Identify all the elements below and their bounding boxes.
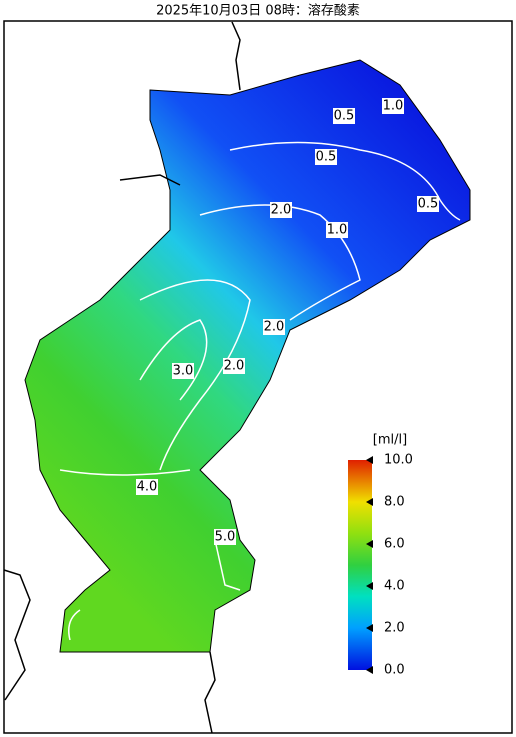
contour-line	[139, 319, 208, 401]
colorbar-tick	[366, 624, 373, 632]
contour-label-bg	[223, 358, 245, 374]
bay-water	[24, 59, 471, 653]
title: 2025年10月03日 08時：溶存酸素	[156, 4, 360, 19]
contour-label: 2.0	[271, 203, 292, 218]
contour-label-bg	[136, 479, 158, 495]
contour-line	[229, 141, 461, 221]
contour-line	[139, 279, 251, 471]
contour-label-bg	[263, 319, 285, 335]
contour-label: 0.5	[334, 109, 355, 124]
colorbar-tick-label: 2.0	[384, 621, 405, 636]
contour-label: 2.0	[224, 359, 245, 374]
colorbar-tick-label: 6.0	[384, 537, 405, 552]
contours	[59, 141, 461, 641]
contour-label-bg	[382, 98, 404, 114]
contour-label: 2.0	[264, 320, 285, 335]
contour-label-bg	[315, 149, 337, 165]
coast-line	[204, 651, 216, 734]
contour-label-bg	[333, 108, 355, 124]
contour-label-bg	[270, 202, 292, 218]
contour-label-bg	[417, 196, 439, 212]
contour-label: 0.5	[316, 150, 337, 165]
contour-label: 4.0	[137, 480, 158, 495]
colorbar-tick-label: 10.0	[384, 453, 413, 468]
river	[231, 21, 241, 91]
contour-label: 0.5	[418, 197, 439, 212]
colorbar-unit: [ml/l]	[373, 433, 407, 448]
colorbar-tick-label: 4.0	[384, 579, 405, 594]
coast-line	[119, 174, 181, 186]
coast-line	[3, 569, 31, 701]
colorbar-tick	[366, 540, 373, 548]
contour-label-bg	[326, 222, 348, 238]
contour-label: 5.0	[215, 530, 236, 545]
colorbar-tick	[366, 456, 373, 464]
contour-line	[214, 539, 241, 591]
contour-label: 1.0	[327, 223, 348, 238]
contour-label-bg	[214, 529, 236, 545]
contour-label: 1.0	[383, 99, 404, 114]
contour-label-bg	[172, 363, 194, 379]
colorbar-tick	[366, 498, 373, 506]
colorbar-tick-label: 0.0	[384, 663, 405, 678]
coastline	[3, 21, 241, 734]
colorbar-tick	[366, 582, 373, 590]
contour-line	[68, 609, 81, 641]
contour-label: 3.0	[173, 364, 194, 379]
colorbar-tick	[366, 666, 373, 674]
contour-labels: 0.5 1.0 0.5 0.5 2.0 1.0 2.0 3.0 2.0 4.0 5.0	[136, 98, 439, 545]
contour-line	[59, 469, 191, 476]
colorbar	[348, 460, 372, 670]
colorbar-tick-label: 8.0	[384, 495, 405, 510]
